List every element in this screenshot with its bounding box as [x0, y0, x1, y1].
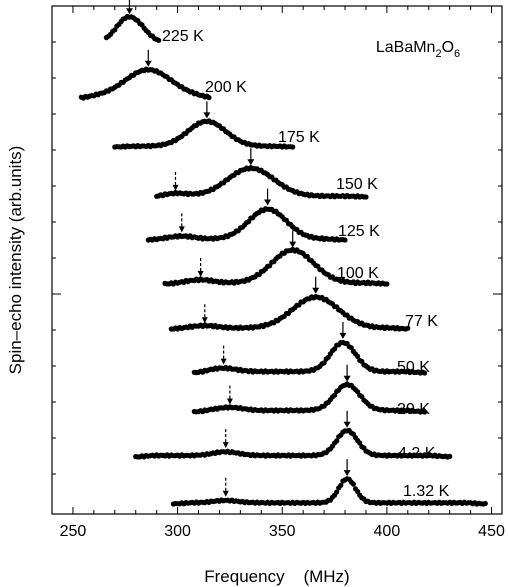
peak-arrow-head [343, 375, 351, 382]
peak-arrow-head [247, 159, 255, 166]
x-tick-label: 400 [374, 523, 401, 540]
peak-arrow-head [203, 112, 211, 119]
traces [78, 13, 488, 507]
sat-arrow-head [222, 490, 229, 497]
data-point [334, 438, 340, 444]
temperature-label: 77 K [405, 313, 438, 330]
sample-mid: O [442, 39, 454, 56]
sample-sub1: 2 [435, 48, 441, 60]
data-point [422, 409, 428, 415]
sat-arrow-head [172, 184, 179, 191]
peak-arrow-head [339, 332, 347, 339]
x-tick-label: 250 [60, 523, 87, 540]
plot-frame [51, 5, 503, 515]
data-point [357, 440, 363, 446]
trace-labels: 225 K 200 K 175 K 150 K 125 K 100 K 77 K 50 K 20… [162, 28, 450, 500]
peak-arrow-head [264, 199, 272, 206]
temperature-label: 175 K [278, 129, 320, 146]
data-point [350, 481, 356, 487]
data-point [334, 489, 340, 495]
data-point [363, 194, 369, 200]
sat-arrow-head [222, 442, 229, 449]
peak-arrow-head [343, 421, 351, 428]
sat-arrow-head [197, 270, 204, 277]
peak-arrow-head [289, 241, 297, 248]
sample-sub2: 6 [454, 48, 460, 60]
temperature-label: 150 K [336, 176, 378, 193]
sample-base: LaBaMn [376, 39, 436, 56]
sample-label: LaBaMn2O6 [376, 39, 460, 60]
peak-arrow-head [125, 8, 133, 15]
axis-ticks [52, 6, 502, 514]
sat-arrow-head [178, 226, 185, 233]
temperature-label: 4.2 K [398, 445, 436, 462]
peak-arrow-head [144, 60, 152, 67]
temperature-label: 225 K [162, 28, 204, 45]
x-tick-label: 350 [269, 523, 296, 540]
data-point [332, 392, 338, 398]
x-axis-title: Frequency (MHz) [204, 567, 349, 586]
sat-arrow-head [220, 358, 227, 365]
data-point [405, 325, 411, 331]
data-point [482, 500, 488, 507]
data-point [338, 482, 344, 488]
data-point [290, 144, 296, 150]
data-point [384, 281, 390, 287]
data-point [206, 95, 212, 101]
peak-arrow-head [312, 287, 320, 294]
sat-arrow-head [226, 398, 233, 405]
data-point [447, 453, 453, 459]
temperature-label: 50 K [397, 359, 430, 376]
temperature-label: 125 K [338, 223, 380, 240]
temperature-label: 100 K [337, 265, 379, 282]
sat-arrow-head [201, 317, 208, 324]
temperature-label: 1.32 K [403, 483, 450, 500]
data-point [422, 370, 428, 376]
data-point [321, 360, 327, 366]
data-point [156, 37, 162, 44]
y-axis-title: Spin–echo intensity (arb.units) [6, 146, 25, 375]
data-point [342, 237, 348, 243]
peak-arrows [125, 0, 351, 497]
temperature-label: 200 K [205, 79, 247, 96]
x-tick-label: 450 [478, 523, 505, 540]
data-point [355, 353, 361, 359]
x-tick-label: 300 [164, 523, 191, 540]
peak-arrow-head [343, 470, 351, 477]
temperature-label: 20 K [397, 401, 430, 418]
x-tick-labels: 250 300 350 400 450 [60, 523, 505, 540]
